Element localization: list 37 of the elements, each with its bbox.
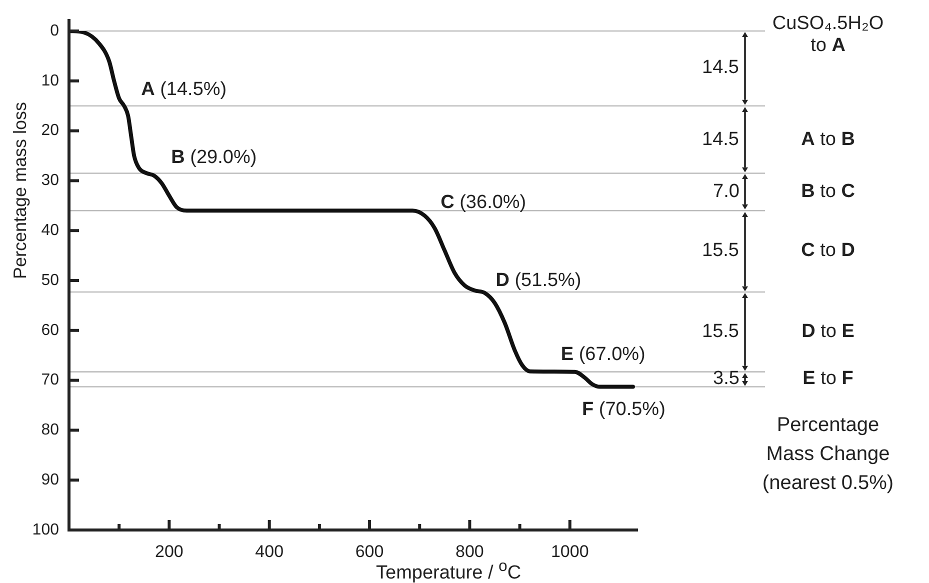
x-tick-label: 1000	[550, 542, 589, 561]
x-axis-title: Temperature / $^{o}$C	[376, 558, 522, 583]
y-tick-label: 50	[41, 272, 60, 289]
x-tick-label: 400	[255, 542, 284, 561]
text: 3.5	[713, 368, 740, 390]
text: 15.5	[702, 320, 739, 343]
y-tick-label: 30	[41, 172, 60, 190]
text: Percentage Mass Change (nearest 0.5%)	[761, 412, 895, 496]
text: E to F	[802, 368, 854, 390]
text: 14.5	[702, 57, 739, 80]
text: B to C	[800, 180, 856, 203]
text: CuSO₄.5H₂O to A	[771, 13, 885, 57]
annotation: A (14.5%)	[141, 79, 227, 100]
annotation: C (36.0%)	[440, 192, 526, 213]
y-axis-title: Percentage mass loss	[10, 102, 31, 280]
annotation: D (51.5%)	[496, 270, 582, 292]
text: A to B	[800, 128, 856, 151]
text: 15.5	[702, 240, 739, 262]
y-tick-label: 100	[32, 521, 60, 538]
annotation: E (67.0%)	[560, 344, 646, 366]
y-tick-label: 80	[41, 422, 60, 439]
y-tick-label: 60	[41, 322, 60, 339]
annotation: F (70.5%)	[582, 399, 666, 420]
text: 7.0	[713, 180, 740, 203]
text: C to D	[800, 240, 856, 262]
y-tick-label: 0	[50, 22, 60, 40]
text: D to E	[800, 320, 856, 343]
text: 14.5	[702, 128, 739, 151]
y-tick-label: 70	[41, 372, 60, 389]
y-tick-label: 90	[41, 472, 60, 489]
x-tick-label: 600	[355, 542, 384, 561]
annotation: B (29.0%)	[171, 146, 257, 168]
x-tick-label: 800	[456, 542, 484, 561]
x-tick-label: 200	[154, 542, 184, 561]
y-tick-label: 40	[41, 222, 60, 240]
y-tick-label: 20	[41, 122, 60, 140]
y-tick-label: 10	[41, 72, 60, 90]
